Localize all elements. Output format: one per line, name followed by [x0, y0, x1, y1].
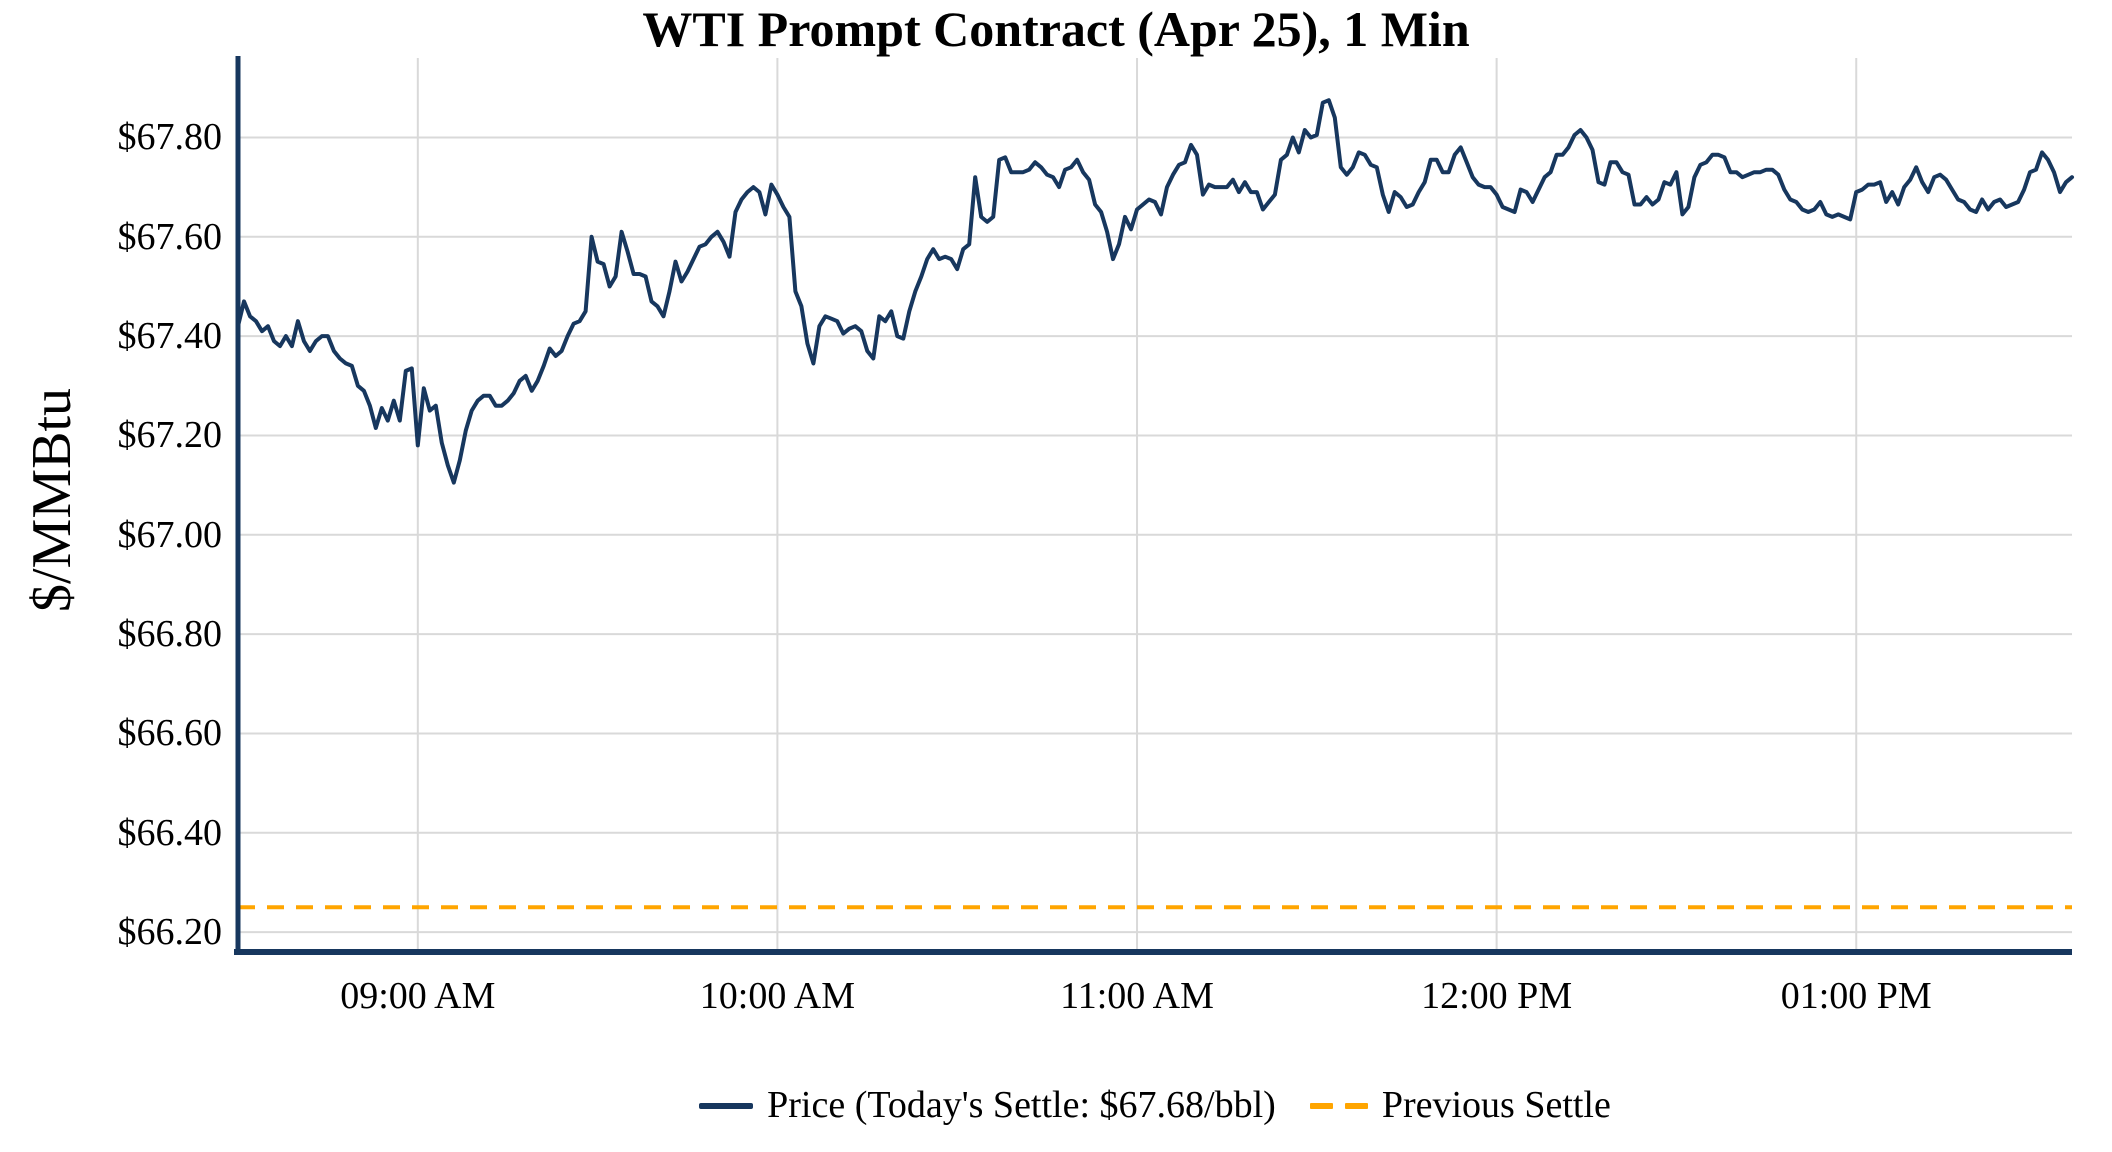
y-tick-label: $67.60 [117, 215, 223, 258]
legend-item-price: Price (Today's Settle: $67.68/bbl) [699, 1083, 1276, 1129]
x-tick-label: 12:00 PM [1421, 975, 1573, 1017]
x-tick-label: 10:00 AM [699, 975, 855, 1017]
y-tick-label: $67.40 [117, 315, 223, 358]
y-tick-label: $66.20 [117, 911, 223, 954]
price-line [236, 98, 2074, 485]
x-tick-label: 01:00 PM [1780, 975, 1932, 1017]
legend: Price (Today's Settle: $67.68/bbl) Previ… [238, 1076, 2072, 1136]
y-tick-label: $66.40 [117, 811, 223, 854]
chart-title: WTI Prompt Contract (Apr 25), 1 Min [642, 1, 1470, 57]
x-tick-label: 09:00 AM [340, 975, 496, 1017]
y-tick-label: $67.00 [117, 513, 223, 556]
price-line-swatch-icon [699, 1103, 754, 1109]
y-tick-label: $67.20 [117, 414, 223, 457]
previous-settle-dash-swatch-icon [1309, 1103, 1368, 1109]
y-tick-label: $66.80 [117, 613, 223, 656]
legend-price-label: Price (Today's Settle: $67.68/bbl) [767, 1084, 1276, 1127]
legend-item-previous-settle: Previous Settle [1309, 1083, 1611, 1129]
y-tick-label: $66.60 [117, 712, 223, 755]
legend-previous-settle-label: Previous Settle [1381, 1084, 1611, 1127]
x-tick-label: 11:00 AM [1060, 975, 1214, 1017]
y-tick-label: $67.80 [117, 116, 223, 159]
